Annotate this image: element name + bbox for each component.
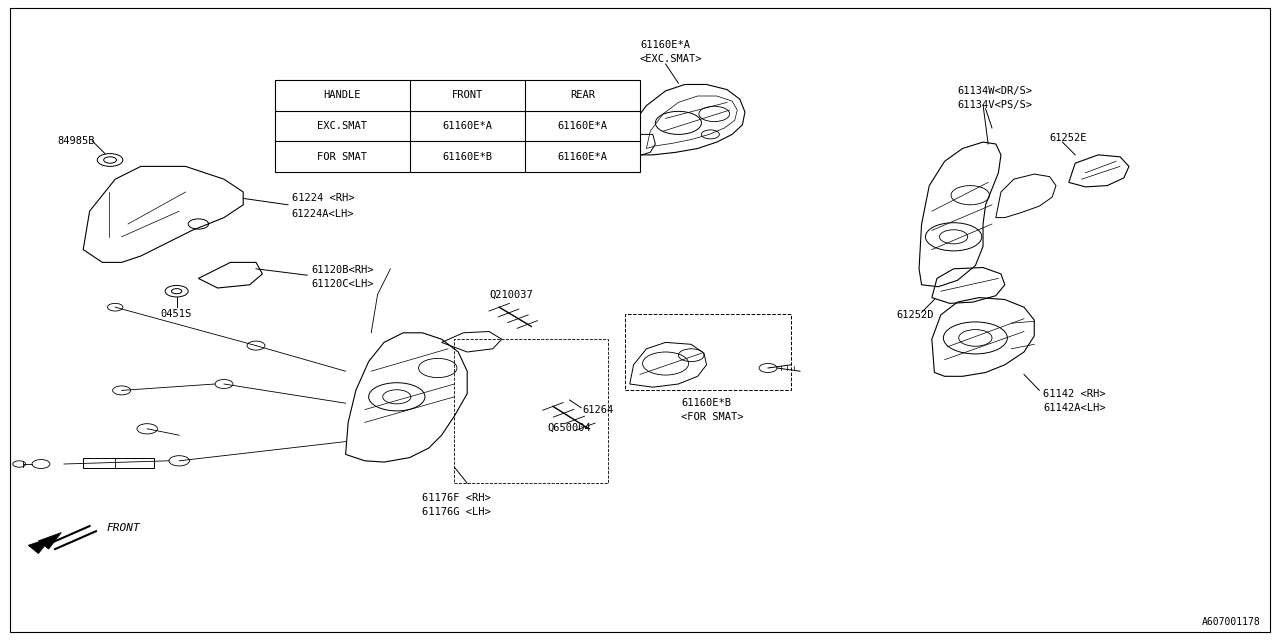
Text: 61160E*A: 61160E*A — [640, 40, 690, 50]
Text: 61160E*B: 61160E*B — [442, 152, 493, 162]
Text: HANDLE: HANDLE — [324, 90, 361, 100]
Text: FRONT: FRONT — [452, 90, 483, 100]
Text: 61252E: 61252E — [1050, 132, 1087, 143]
Text: 61160E*B: 61160E*B — [681, 398, 731, 408]
Text: 61160E*A: 61160E*A — [442, 121, 493, 131]
Text: Q210037: Q210037 — [489, 289, 532, 300]
Text: 0451S: 0451S — [160, 308, 191, 319]
Bar — [275, 80, 640, 172]
Text: 61264: 61264 — [582, 404, 613, 415]
Polygon shape — [38, 532, 61, 549]
Text: 84985B: 84985B — [58, 136, 95, 146]
Text: FRONT: FRONT — [106, 523, 140, 533]
Text: 61176F <RH>: 61176F <RH> — [422, 493, 492, 503]
Text: 61142A<LH>: 61142A<LH> — [1043, 403, 1106, 413]
Text: 61224A<LH>: 61224A<LH> — [292, 209, 355, 220]
Text: 61160E*A: 61160E*A — [557, 152, 608, 162]
Text: 61134W<DR/S>: 61134W<DR/S> — [957, 86, 1033, 96]
Text: 61160E*A: 61160E*A — [557, 121, 608, 131]
Bar — [454, 339, 608, 483]
Text: Q650004: Q650004 — [548, 422, 591, 433]
Text: FOR SMAT: FOR SMAT — [317, 152, 367, 162]
Text: REAR: REAR — [570, 90, 595, 100]
Text: 61224 <RH>: 61224 <RH> — [292, 193, 355, 204]
Text: <EXC.SMAT>: <EXC.SMAT> — [640, 54, 703, 64]
Text: 61252D: 61252D — [896, 310, 933, 320]
Text: <FOR SMAT>: <FOR SMAT> — [681, 412, 744, 422]
Bar — [83, 458, 154, 468]
Text: A607001178: A607001178 — [1202, 617, 1261, 627]
Text: 61134V<PS/S>: 61134V<PS/S> — [957, 100, 1033, 110]
Text: 61142 <RH>: 61142 <RH> — [1043, 388, 1106, 399]
Text: 61120B<RH>: 61120B<RH> — [311, 265, 374, 275]
Text: EXC.SMAT: EXC.SMAT — [317, 121, 367, 131]
Text: 61176G <LH>: 61176G <LH> — [422, 507, 492, 517]
Text: 61120C<LH>: 61120C<LH> — [311, 279, 374, 289]
Polygon shape — [28, 538, 51, 554]
Bar — [625, 314, 791, 390]
